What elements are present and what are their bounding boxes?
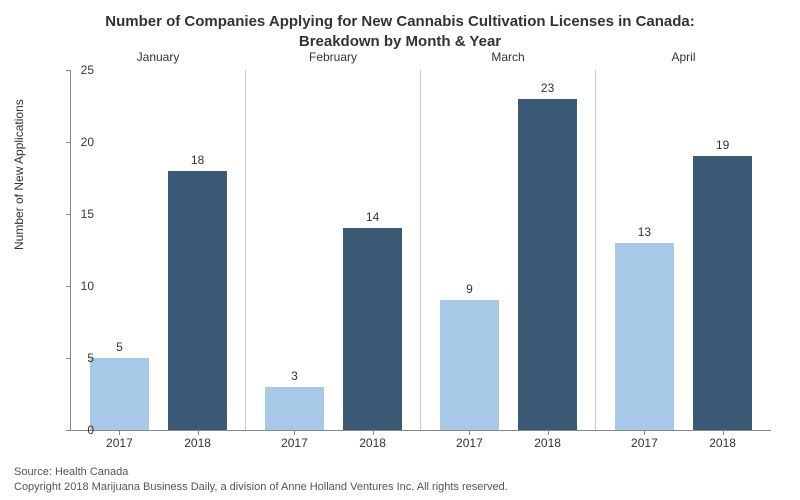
xtick-label: 2018 bbox=[359, 436, 386, 450]
xtick-label: 2018 bbox=[709, 436, 736, 450]
bar-february-2017: 3 bbox=[265, 387, 325, 430]
xtick-mark bbox=[119, 430, 120, 435]
bar-value-label: 23 bbox=[518, 81, 578, 95]
xtick-mark bbox=[644, 430, 645, 435]
xtick-mark bbox=[198, 430, 199, 435]
chart-container: Number of Companies Applying for New Can… bbox=[0, 0, 800, 500]
bar-value-label: 19 bbox=[693, 138, 753, 152]
bar-january-2018: 18 bbox=[168, 171, 228, 430]
ytick-label: 0 bbox=[87, 423, 94, 437]
title-line-1: Number of Companies Applying for New Can… bbox=[105, 13, 695, 30]
panel-title: April bbox=[596, 50, 771, 64]
chart-title: Number of Companies Applying for New Can… bbox=[0, 0, 800, 51]
xtick-label: 2017 bbox=[631, 436, 658, 450]
panel-title: January bbox=[71, 50, 245, 64]
xtick-label: 2018 bbox=[534, 436, 561, 450]
source-text: Source: Health Canada bbox=[14, 465, 508, 479]
bar-value-label: 18 bbox=[168, 153, 228, 167]
panel-title: February bbox=[246, 50, 420, 64]
panel-april: April1319 bbox=[596, 70, 771, 430]
xtick-label: 2018 bbox=[184, 436, 211, 450]
bar-march-2017: 9 bbox=[440, 300, 500, 430]
y-axis-label: Number of New Applications bbox=[12, 99, 26, 250]
bar-value-label: 9 bbox=[440, 282, 500, 296]
chart-footer: Source: Health Canada Copyright 2018 Mar… bbox=[14, 465, 508, 494]
xtick-mark bbox=[548, 430, 549, 435]
copyright-text: Copyright 2018 Marijuana Business Daily,… bbox=[14, 480, 508, 494]
xtick-mark bbox=[469, 430, 470, 435]
bar-value-label: 5 bbox=[90, 340, 150, 354]
xtick-mark bbox=[294, 430, 295, 435]
xtick-label: 2017 bbox=[281, 436, 308, 450]
xtick-label: 2017 bbox=[106, 436, 133, 450]
bar-january-2017: 5 bbox=[90, 358, 150, 430]
bar-march-2018: 23 bbox=[518, 99, 578, 430]
ytick-label: 20 bbox=[81, 135, 94, 149]
panel-january: January518 bbox=[71, 70, 246, 430]
bar-april-2017: 13 bbox=[615, 243, 675, 430]
bar-value-label: 3 bbox=[265, 369, 325, 383]
ytick-label: 5 bbox=[87, 351, 94, 365]
bar-value-label: 14 bbox=[343, 210, 403, 224]
bar-april-2018: 19 bbox=[693, 156, 753, 430]
ytick-label: 10 bbox=[81, 279, 94, 293]
panel-february: February314 bbox=[246, 70, 421, 430]
bar-february-2018: 14 bbox=[343, 228, 403, 430]
ytick-mark bbox=[66, 430, 71, 431]
panel-march: March923 bbox=[421, 70, 596, 430]
bar-value-label: 13 bbox=[615, 225, 675, 239]
xtick-mark bbox=[723, 430, 724, 435]
plot-area: January51820172018February31420172018Mar… bbox=[70, 70, 771, 431]
xtick-mark bbox=[373, 430, 374, 435]
title-line-2: Breakdown by Month & Year bbox=[299, 33, 501, 50]
panel-title: March bbox=[421, 50, 595, 64]
xtick-label: 2017 bbox=[456, 436, 483, 450]
ytick-label: 25 bbox=[81, 63, 94, 77]
ytick-label: 15 bbox=[81, 207, 94, 221]
